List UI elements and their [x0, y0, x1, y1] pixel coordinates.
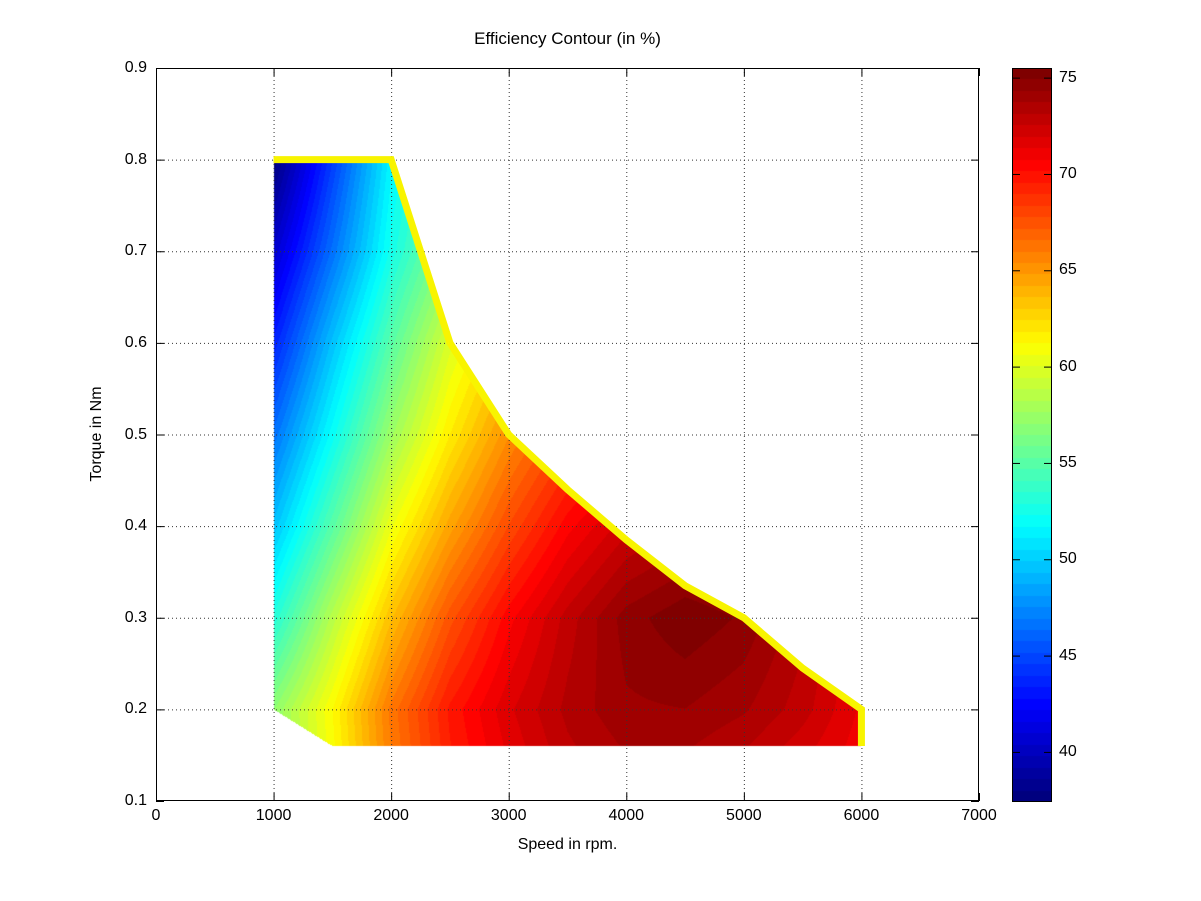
colorbar-tick-label: 70 [1059, 164, 1077, 182]
colorbar-tick-label: 55 [1059, 453, 1077, 471]
x-tick-label: 1000 [255, 807, 292, 824]
y-tick-label: 0.3 [124, 608, 147, 626]
x-tick-label: 7000 [961, 807, 997, 824]
colorbar-tick-label: 75 [1059, 68, 1077, 86]
colorbar-tick-label: 50 [1059, 550, 1077, 568]
y-tick-label: 0.1 [124, 792, 147, 809]
y-tick-label: 0.6 [124, 333, 147, 351]
y-tick-label: 0.9 [124, 59, 147, 76]
x-tick-label: 6000 [843, 807, 880, 824]
y-tick-label: 0.5 [124, 425, 147, 443]
y-tick-label: 0.4 [124, 517, 147, 535]
chart-title: Efficiency Contour (in %) [474, 29, 661, 48]
colorbar-tick-label: 60 [1059, 357, 1077, 375]
colorbar-tick-label: 40 [1059, 742, 1077, 760]
colorbar-gradient-canvas [1012, 68, 1052, 802]
colorbar-tick-label: 65 [1059, 261, 1077, 279]
x-tick-label: 5000 [726, 807, 762, 824]
x-tick-label: 2000 [373, 807, 409, 824]
y-tick-label: 0.2 [124, 700, 147, 718]
colorbar-tick-label: 45 [1059, 646, 1077, 664]
contour-fill-canvas [156, 68, 979, 801]
x-tick-label: 0 [151, 807, 161, 824]
x-axis-label: Speed in rpm. [517, 836, 618, 853]
x-tick-label: 3000 [490, 807, 527, 824]
y-tick-label: 0.8 [124, 150, 147, 168]
x-tick-label: 4000 [608, 807, 645, 824]
y-tick-label: 0.7 [124, 242, 147, 260]
